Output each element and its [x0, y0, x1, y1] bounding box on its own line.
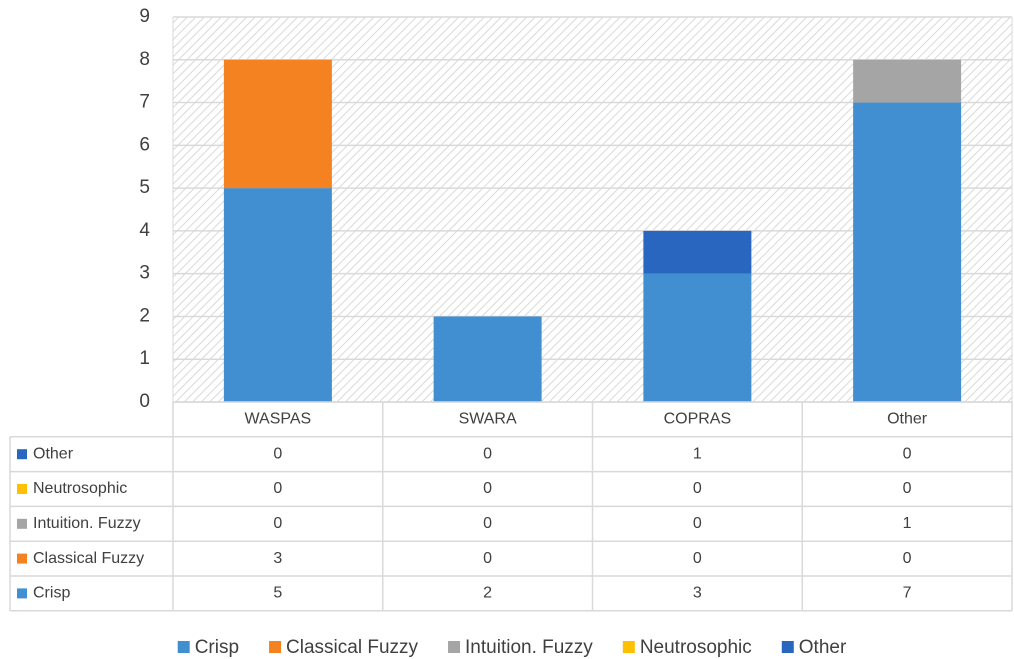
table-cell: 0	[483, 480, 492, 497]
x-tick-label: SWARA	[459, 411, 517, 428]
legend-key	[781, 641, 794, 653]
table-cell: 5	[273, 585, 282, 602]
y-tick-label: 8	[139, 49, 150, 70]
table-cell: 0	[483, 515, 492, 532]
bar-segment	[643, 273, 752, 402]
table-cell: 0	[483, 550, 492, 567]
table-cell: 0	[693, 480, 702, 497]
y-tick-label: 3	[139, 263, 150, 284]
table-cell: 0	[903, 550, 912, 567]
bar-segment	[433, 316, 542, 402]
bar-segment	[853, 59, 962, 103]
table-cell: 3	[693, 585, 702, 602]
legend-label: Intuition. Fuzzy	[465, 637, 593, 658]
table-cell: 0	[903, 480, 912, 497]
table-row-label: Crisp	[33, 585, 70, 602]
table-cell: 0	[273, 445, 282, 462]
table-row-label: Neutrosophic	[33, 480, 127, 497]
table-cell: 0	[903, 445, 912, 462]
table-cell: 1	[693, 445, 702, 462]
bar-segment	[223, 59, 332, 189]
table-cell: 0	[693, 550, 702, 567]
y-tick-label: 2	[139, 305, 150, 326]
y-tick-label: 1	[139, 348, 150, 369]
bar-segment	[223, 188, 332, 402]
table-row-label: Other	[33, 445, 74, 462]
y-tick-label: 5	[139, 177, 150, 198]
bar-segment	[853, 102, 962, 403]
table-legend-key	[17, 449, 27, 460]
table-row-label: Intuition. Fuzzy	[33, 515, 141, 532]
legend-key	[622, 641, 635, 653]
table-legend-key	[17, 518, 27, 529]
x-tick-label: COPRAS	[664, 411, 732, 428]
legend-label: Other	[799, 637, 847, 658]
y-tick-label: 6	[139, 134, 150, 155]
table-legend-key	[17, 588, 27, 599]
table-cell: 1	[903, 515, 912, 532]
legend-label: Neutrosophic	[640, 637, 752, 658]
y-tick-label: 4	[139, 220, 150, 241]
x-tick-label: WASPAS	[245, 411, 312, 428]
table-cell: 0	[483, 445, 492, 462]
table-cell: 0	[693, 515, 702, 532]
table-legend-key	[17, 484, 27, 494]
bar-segment	[643, 230, 752, 274]
x-tick-label: Other	[887, 411, 928, 428]
legend-key	[177, 641, 190, 653]
table-cell: 3	[273, 550, 282, 567]
table-cell: 7	[903, 585, 912, 602]
table-legend-key	[17, 553, 27, 564]
legend-key	[448, 641, 461, 653]
table-cell: 2	[483, 585, 492, 602]
legend-label: Classical Fuzzy	[286, 637, 418, 658]
y-tick-label: 9	[139, 6, 150, 27]
y-tick-label: 0	[139, 391, 150, 412]
table-row-label: Classical Fuzzy	[33, 550, 144, 567]
legend-label: Crisp	[195, 637, 239, 658]
y-tick-label: 7	[139, 92, 150, 113]
legend-key	[269, 641, 282, 653]
table-cell: 0	[273, 515, 282, 532]
table-cell: 0	[273, 480, 282, 497]
